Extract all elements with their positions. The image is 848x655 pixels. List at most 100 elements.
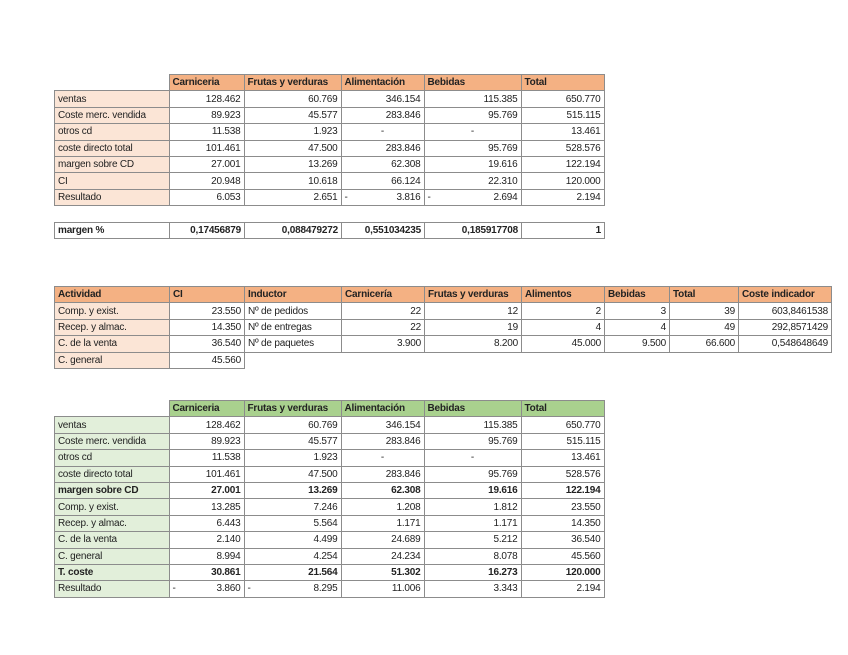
column-header[interactable]: Inductor xyxy=(244,285,342,304)
cell[interactable]: 1.812 xyxy=(423,498,522,516)
cell[interactable]: 23.550 xyxy=(520,498,605,516)
cell[interactable]: 2.140 xyxy=(168,531,245,549)
cell[interactable]: - 2.694 xyxy=(423,188,522,207)
column-header[interactable]: Alimentación xyxy=(340,399,425,418)
cell[interactable]: 89.923 xyxy=(168,106,245,125)
cell[interactable]: 13.269 xyxy=(243,155,342,174)
row-label[interactable]: margen sobre CD xyxy=(54,481,170,500)
cell[interactable]: 8.200 xyxy=(424,335,522,353)
cell[interactable]: 4 xyxy=(521,318,605,337)
cell[interactable]: 283.846 xyxy=(340,139,425,157)
row-label[interactable]: margen sobre CD xyxy=(54,155,170,174)
cell[interactable]: 22 xyxy=(341,302,425,320)
cell[interactable]: 19 xyxy=(424,318,522,337)
empty-corner[interactable] xyxy=(55,75,170,91)
cell[interactable]: 66.600 xyxy=(669,335,739,353)
cell[interactable]: 13.461 xyxy=(520,449,605,467)
cell[interactable]: 10.618 xyxy=(243,172,342,190)
row-label[interactable]: C. general xyxy=(54,351,170,369)
cell[interactable]: 9.500 xyxy=(604,335,670,353)
cell[interactable]: 346.154 xyxy=(340,90,425,108)
row-label[interactable]: Coste merc. vendida xyxy=(54,106,170,125)
row-label[interactable]: otros cd xyxy=(54,449,170,467)
cell[interactable]: 23.550 xyxy=(169,302,245,320)
row-label[interactable]: T. coste xyxy=(54,563,170,582)
cell[interactable]: 128.462 xyxy=(168,416,245,434)
cell[interactable]: 120.000 xyxy=(520,172,605,190)
cell[interactable]: 283.846 xyxy=(340,465,425,483)
cell[interactable]: 45.560 xyxy=(169,351,245,369)
cell[interactable]: 5.564 xyxy=(243,514,342,533)
column-header[interactable]: Total xyxy=(520,399,605,418)
cell[interactable]: 528.576 xyxy=(520,465,605,483)
cell[interactable]: 0,185917708 xyxy=(424,221,522,240)
column-header[interactable]: Frutas y verduras xyxy=(243,399,342,418)
column-header[interactable]: Bebidas xyxy=(423,399,522,418)
column-header[interactable]: Carniceria xyxy=(168,399,245,418)
row-label[interactable]: Recep. y almac. xyxy=(54,514,170,533)
cell[interactable]: - 3.816 xyxy=(340,188,425,207)
cell[interactable]: 115.385 xyxy=(423,90,522,108)
row-label[interactable]: Resultado xyxy=(54,188,170,207)
cell[interactable]: 45.560 xyxy=(520,547,605,565)
cell[interactable]: 4.499 xyxy=(243,531,342,549)
column-header[interactable]: Actividad xyxy=(54,285,170,304)
column-header[interactable]: Alimentación xyxy=(340,73,425,92)
row-label[interactable]: Coste merc. vendida xyxy=(54,432,170,451)
cell[interactable]: 51.302 xyxy=(340,563,425,582)
cell[interactable]: 1 xyxy=(521,221,605,240)
cell[interactable]: 27.001 xyxy=(168,481,245,500)
cell[interactable]: 3.900 xyxy=(341,335,425,353)
cell[interactable]: Nº de pedidos xyxy=(244,302,342,320)
column-header[interactable]: Carniceria xyxy=(168,73,245,92)
cell[interactable]: 115.385 xyxy=(423,416,522,434)
cell[interactable]: 0,088479272 xyxy=(244,221,342,240)
cell[interactable]: 45.000 xyxy=(521,335,605,353)
cell[interactable]: 24.689 xyxy=(340,531,425,549)
cell[interactable]: 36.540 xyxy=(169,335,245,353)
cell[interactable]: 95.769 xyxy=(423,106,522,125)
cell[interactable]: 283.846 xyxy=(340,106,425,125)
cell[interactable]: 0,551034235 xyxy=(341,221,425,240)
column-header[interactable]: Frutas y verduras xyxy=(243,73,342,92)
cell[interactable]: - 3.860 xyxy=(168,580,245,598)
cell[interactable]: 60.769 xyxy=(243,416,342,434)
cell[interactable]: 60.769 xyxy=(243,90,342,108)
cell[interactable]: 603,8461538 xyxy=(738,302,832,320)
row-label[interactable]: C. de la venta xyxy=(54,335,170,353)
cell[interactable]: 122.194 xyxy=(520,155,605,174)
cell[interactable]: 13.285 xyxy=(168,498,245,516)
cell[interactable]: - xyxy=(423,123,522,141)
cell[interactable]: 95.769 xyxy=(423,465,522,483)
cell[interactable]: 11.538 xyxy=(168,123,245,141)
cell[interactable]: 3.343 xyxy=(423,580,522,598)
column-header[interactable]: Alimentos xyxy=(521,285,605,304)
row-label[interactable]: ventas xyxy=(54,416,170,434)
cell[interactable]: 122.194 xyxy=(520,481,605,500)
cell[interactable]: 13.269 xyxy=(243,481,342,500)
cell[interactable]: 283.846 xyxy=(340,432,425,451)
cell[interactable]: 6.443 xyxy=(168,514,245,533)
cell[interactable]: 89.923 xyxy=(168,432,245,451)
cell[interactable]: 1.171 xyxy=(423,514,522,533)
cell[interactable]: 13.461 xyxy=(520,123,605,141)
cell[interactable]: 27.001 xyxy=(168,155,245,174)
column-header[interactable]: Total xyxy=(520,73,605,92)
cell[interactable]: 49 xyxy=(669,318,739,337)
cell[interactable]: 3 xyxy=(604,302,670,320)
cell[interactable]: 2.651 xyxy=(243,188,342,207)
cell[interactable]: 2.194 xyxy=(520,580,605,598)
cell[interactable]: 47.500 xyxy=(243,465,342,483)
cell[interactable]: 22 xyxy=(341,318,425,337)
cell[interactable]: 21.564 xyxy=(243,563,342,582)
cell[interactable]: 8.994 xyxy=(168,547,245,565)
cell[interactable]: 128.462 xyxy=(168,90,245,108)
cell[interactable]: Nº de paquetes xyxy=(244,335,342,353)
cell[interactable]: - xyxy=(340,449,425,467)
cell[interactable]: 39 xyxy=(669,302,739,320)
cell[interactable]: 5.212 xyxy=(423,531,522,549)
cell[interactable]: 346.154 xyxy=(340,416,425,434)
column-header[interactable]: Frutas y verduras xyxy=(424,285,522,304)
cell[interactable]: 14.350 xyxy=(169,318,245,337)
cell[interactable]: 0,548648649 xyxy=(738,335,832,353)
